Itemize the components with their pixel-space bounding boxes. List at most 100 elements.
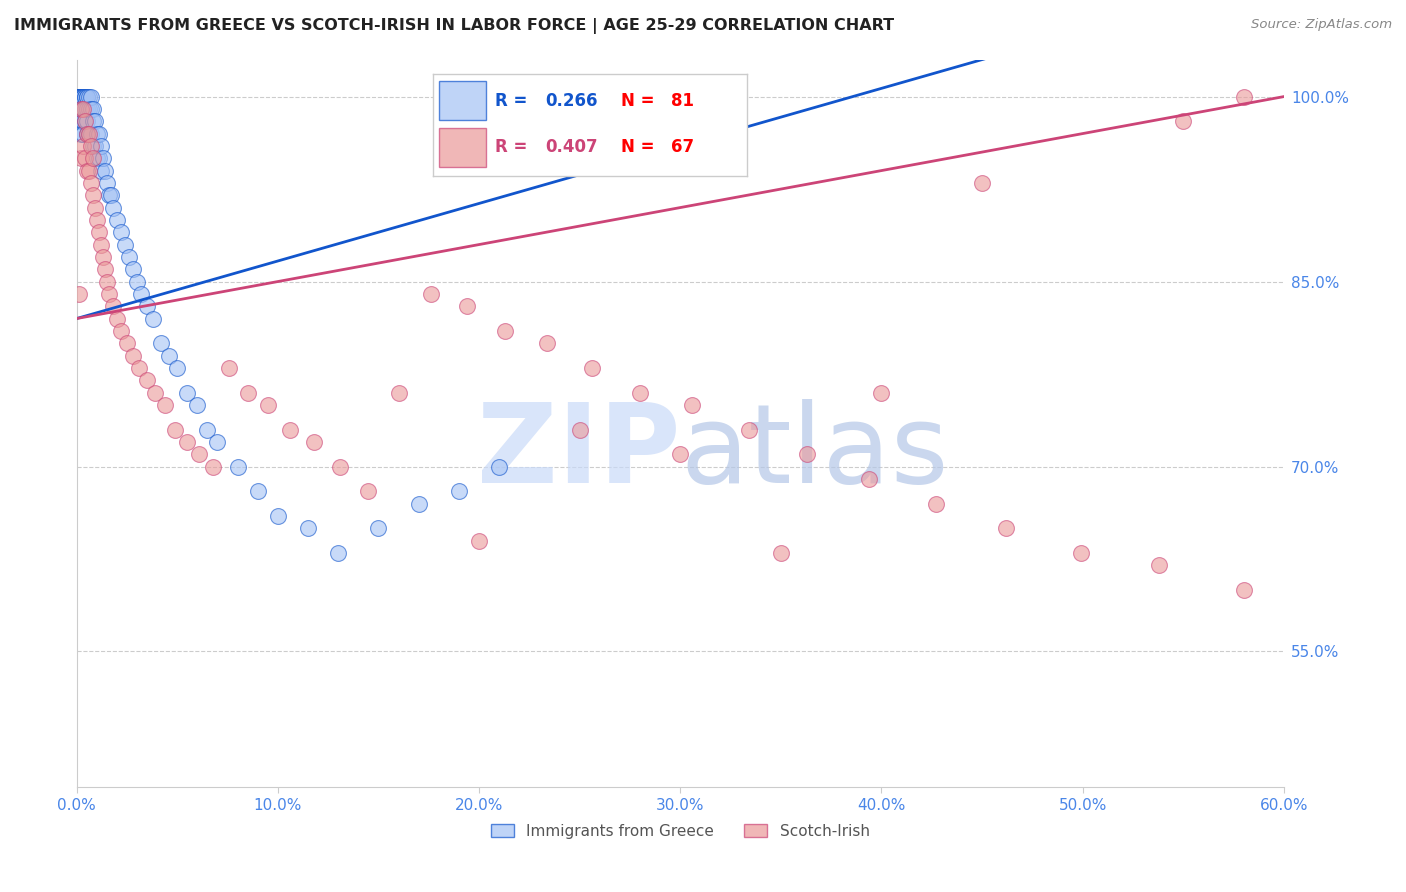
Point [100,188,122,202]
Point [329,459,352,474]
Point [737,423,759,437]
Point [69,89,91,103]
Point [326,546,349,560]
Point [110,225,132,239]
Point [67,286,90,301]
Point [67,89,90,103]
Point [1147,558,1170,573]
Point [101,299,124,313]
Point [488,459,510,474]
Point [267,508,290,523]
Point [218,360,240,375]
Point [669,447,692,461]
Point [76,89,98,103]
Point [83,114,105,128]
Point [105,213,128,227]
Point [118,250,141,264]
Point [77,127,100,141]
Point [83,139,105,153]
Point [69,89,91,103]
Point [87,127,110,141]
Point [79,127,101,141]
Point [69,102,91,116]
Text: Source: ZipAtlas.com: Source: ZipAtlas.com [1251,18,1392,31]
Point [83,201,105,215]
Point [1070,546,1092,560]
Point [568,423,591,437]
Point [176,434,198,449]
Point [188,447,211,461]
Point [236,385,259,400]
Point [166,360,188,375]
Point [76,127,98,141]
Point [128,360,150,375]
Point [77,102,100,116]
Point [419,286,441,301]
Point [536,336,558,351]
Point [96,275,118,289]
Point [796,447,818,461]
Point [72,139,94,153]
Point [77,89,100,103]
Point [91,250,114,264]
Point [136,299,159,313]
Point [86,127,108,141]
Text: atlas: atlas [681,399,949,506]
Point [69,102,91,116]
Point [82,114,104,128]
Point [69,127,91,141]
Point [681,398,703,412]
Point [73,102,96,116]
Point [87,225,110,239]
Point [153,398,176,412]
Point [226,459,249,474]
Point [90,163,112,178]
Point [97,188,120,202]
Point [195,423,218,437]
Point [69,151,91,165]
Point [67,89,90,103]
Legend: Immigrants from Greece, Scotch-Irish: Immigrants from Greece, Scotch-Irish [485,818,876,845]
Point [73,114,96,128]
Point [79,89,101,103]
Point [67,89,90,103]
Point [246,484,269,499]
Point [142,311,165,326]
Point [769,546,792,560]
Point [581,360,603,375]
Point [858,472,880,486]
Point [97,286,120,301]
Point [202,459,225,474]
Point [67,89,90,103]
Point [115,336,138,351]
Point [69,89,91,103]
Point [357,484,380,499]
Point [150,336,173,351]
Point [73,151,96,165]
Point [297,521,319,535]
Point [76,127,98,141]
Point [186,398,208,412]
Point [73,89,96,103]
Point [1173,114,1195,128]
Point [447,484,470,499]
Point [278,423,301,437]
Point [96,176,118,190]
Point [82,102,104,116]
Point [302,434,325,449]
Point [79,176,101,190]
Point [207,434,229,449]
Point [72,127,94,141]
Point [69,102,91,116]
Point [628,385,651,400]
Point [76,163,98,178]
Point [79,102,101,116]
Point [387,385,409,400]
Point [408,496,430,510]
Point [86,151,108,165]
Point [90,139,112,153]
Point [157,349,180,363]
Point [970,176,993,190]
Point [122,262,145,277]
Point [72,102,94,116]
